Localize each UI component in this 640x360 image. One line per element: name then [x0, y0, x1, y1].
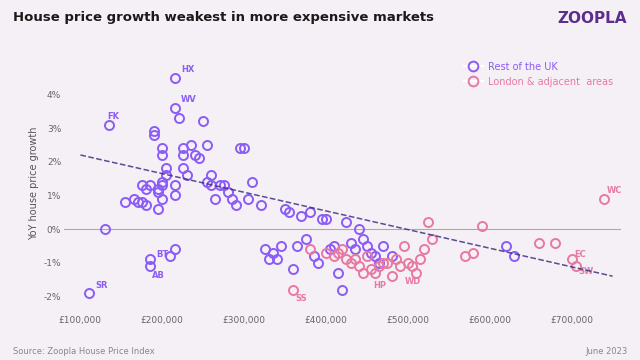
- Text: June 2023: June 2023: [585, 347, 627, 356]
- Y-axis label: YoY house price growth: YoY house price growth: [29, 127, 40, 240]
- Text: WD: WD: [404, 277, 421, 286]
- Text: ZOOPLA: ZOOPLA: [557, 11, 627, 26]
- Text: SW: SW: [578, 267, 593, 276]
- Text: WC: WC: [607, 186, 622, 195]
- Text: SR: SR: [95, 281, 108, 290]
- Text: Source: Zoopla House Price Index: Source: Zoopla House Price Index: [13, 347, 154, 356]
- Text: HX: HX: [181, 65, 195, 74]
- Text: AB: AB: [152, 270, 164, 279]
- Text: FK: FK: [108, 112, 120, 121]
- Text: SS: SS: [295, 294, 307, 303]
- Text: HP: HP: [374, 281, 387, 290]
- Text: WV: WV: [181, 95, 197, 104]
- Text: BT: BT: [157, 250, 169, 259]
- Text: House price growth weakest in more expensive markets: House price growth weakest in more expen…: [13, 11, 434, 24]
- Text: EC: EC: [574, 250, 586, 259]
- Legend: Rest of the UK, London & adjacent  areas: Rest of the UK, London & adjacent areas: [461, 59, 616, 90]
